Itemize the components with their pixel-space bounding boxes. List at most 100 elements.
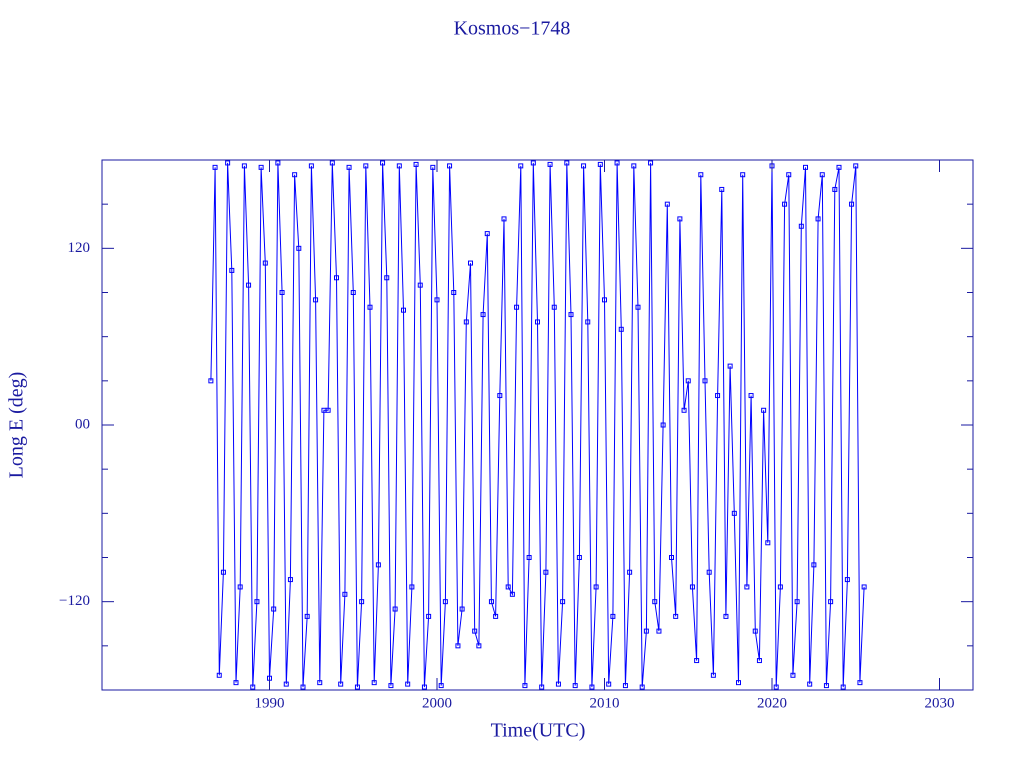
data-point: [292, 172, 298, 178]
data-point: [681, 407, 687, 413]
data-point: [304, 613, 310, 619]
data-point: [442, 599, 448, 605]
data-point: [602, 297, 607, 303]
data-point: [832, 186, 838, 192]
data-point: [308, 163, 314, 169]
x-tick-label: 2000: [422, 695, 452, 711]
x-axis-label: Time(UTC): [491, 720, 586, 742]
data-point: [317, 680, 323, 686]
data-point: [547, 161, 553, 167]
data-point: [836, 164, 842, 170]
data-point: [488, 599, 494, 605]
x-tick-label: 1990: [255, 695, 285, 711]
data-point: [522, 683, 528, 689]
data-point: [811, 562, 817, 568]
data-point: [853, 163, 859, 169]
data-point: [719, 186, 725, 192]
data-point: [660, 422, 666, 428]
data-point: [648, 160, 654, 166]
data-point: [539, 684, 545, 690]
data-point: [493, 613, 499, 619]
data-point: [564, 160, 570, 166]
data-point: [438, 683, 444, 689]
data-point: [246, 282, 252, 288]
data-point: [857, 680, 863, 686]
data-point: [815, 216, 821, 222]
plot-area: [208, 160, 867, 690]
data-point: [576, 555, 582, 560]
y-axis-label: Long E (deg): [6, 372, 28, 479]
data-point: [819, 172, 825, 178]
data-point: [794, 599, 800, 605]
data-point: [480, 312, 486, 318]
data-point: [790, 672, 796, 678]
data-point: [447, 163, 453, 169]
data-point: [752, 628, 758, 634]
data-point: [434, 297, 440, 303]
data-point: [338, 681, 344, 687]
data-point: [568, 312, 574, 318]
data-point: [459, 606, 465, 612]
data-point: [610, 613, 616, 619]
data-point: [468, 260, 473, 266]
data-point: [396, 163, 402, 169]
data-point: [723, 613, 729, 619]
data-point: [828, 599, 834, 605]
data-point: [497, 393, 503, 399]
data-point: [589, 684, 595, 690]
data-point: [279, 290, 285, 295]
data-point: [555, 681, 561, 687]
data-point: [698, 172, 704, 178]
data-point: [543, 569, 549, 575]
data-point: [694, 658, 700, 664]
data-point: [426, 613, 432, 619]
data-point: [782, 201, 788, 207]
data-point: [664, 201, 670, 207]
data-point: [614, 160, 620, 166]
data-point: [530, 160, 536, 166]
data-point: [505, 584, 511, 590]
data-point: [283, 681, 289, 687]
data-point: [715, 393, 721, 399]
data-point: [375, 562, 381, 568]
y-tick-label: 120: [68, 240, 91, 256]
data-point: [409, 584, 415, 590]
data-point: [258, 164, 264, 170]
data-point: [484, 231, 490, 237]
data-point: [405, 681, 411, 687]
data-point: [526, 555, 532, 560]
y-tick-label: 00: [75, 416, 90, 432]
data-point: [606, 681, 612, 687]
data-point: [354, 684, 360, 690]
data-point: [359, 599, 365, 605]
data-point: [710, 672, 716, 678]
data-point: [673, 613, 679, 619]
data-point: [501, 216, 507, 222]
data-point: [765, 540, 771, 546]
data-point: [509, 591, 515, 597]
data-point: [849, 201, 855, 207]
data-line: [210, 162, 865, 688]
data-point: [371, 680, 377, 686]
data-point: [413, 161, 419, 167]
data-point: [593, 584, 599, 590]
data-point: [417, 282, 423, 288]
data-point: [476, 643, 482, 649]
data-point: [798, 223, 804, 229]
data-point: [535, 319, 540, 325]
data-point: [287, 577, 293, 583]
data-point: [250, 684, 256, 690]
data-point: [346, 164, 352, 170]
data-point: [823, 683, 829, 689]
data-point: [740, 172, 746, 178]
data-point: [652, 599, 658, 605]
data-point: [706, 569, 712, 575]
data-point: [451, 290, 457, 295]
data-point: [689, 584, 695, 590]
data-point: [388, 683, 394, 689]
data-point: [861, 584, 867, 590]
data-point: [597, 161, 603, 167]
chart-title: Kosmos−1748: [454, 18, 571, 40]
data-point: [514, 304, 520, 310]
